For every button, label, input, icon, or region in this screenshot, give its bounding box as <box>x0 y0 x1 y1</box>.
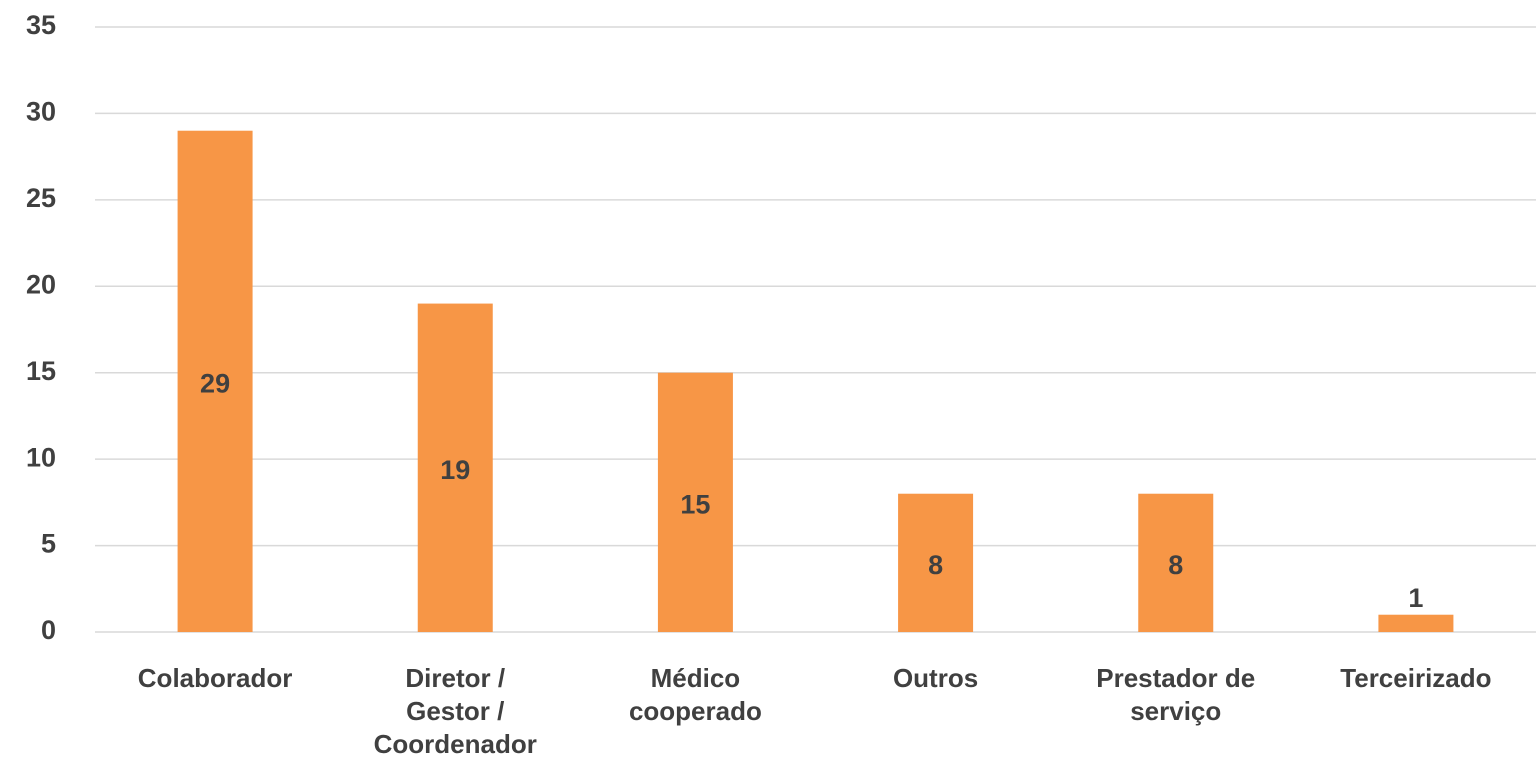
bar <box>417 303 493 632</box>
data-label: 1 <box>1408 583 1423 613</box>
data-label: 15 <box>680 489 710 519</box>
x-tick-label: Terceirizado <box>1340 663 1492 693</box>
data-label: 19 <box>440 455 470 485</box>
y-tick-label: 20 <box>26 269 56 299</box>
x-tick-label: Prestador de serviço <box>1096 663 1256 726</box>
bar <box>1138 493 1214 632</box>
x-tick-label: Diretor / Gestor / Coordenador <box>373 663 537 759</box>
bar <box>657 372 733 632</box>
y-tick-label: 35 <box>26 10 56 40</box>
y-tick-label: 0 <box>41 615 56 645</box>
x-tick-label: Médico cooperado <box>628 663 762 726</box>
y-tick-label: 30 <box>26 97 56 127</box>
x-tick-label: Outros <box>892 663 979 693</box>
y-tick-label: 15 <box>26 356 56 386</box>
data-label: 29 <box>200 368 230 398</box>
data-label: 8 <box>1168 550 1183 580</box>
bar <box>898 493 974 632</box>
bar <box>177 130 253 632</box>
bar <box>1378 614 1454 632</box>
data-label: 8 <box>928 550 943 580</box>
y-tick-label: 10 <box>26 442 56 472</box>
y-tick-label: 25 <box>26 183 56 213</box>
x-tick-label: Colaborador <box>137 663 293 693</box>
y-tick-label: 5 <box>41 529 56 559</box>
